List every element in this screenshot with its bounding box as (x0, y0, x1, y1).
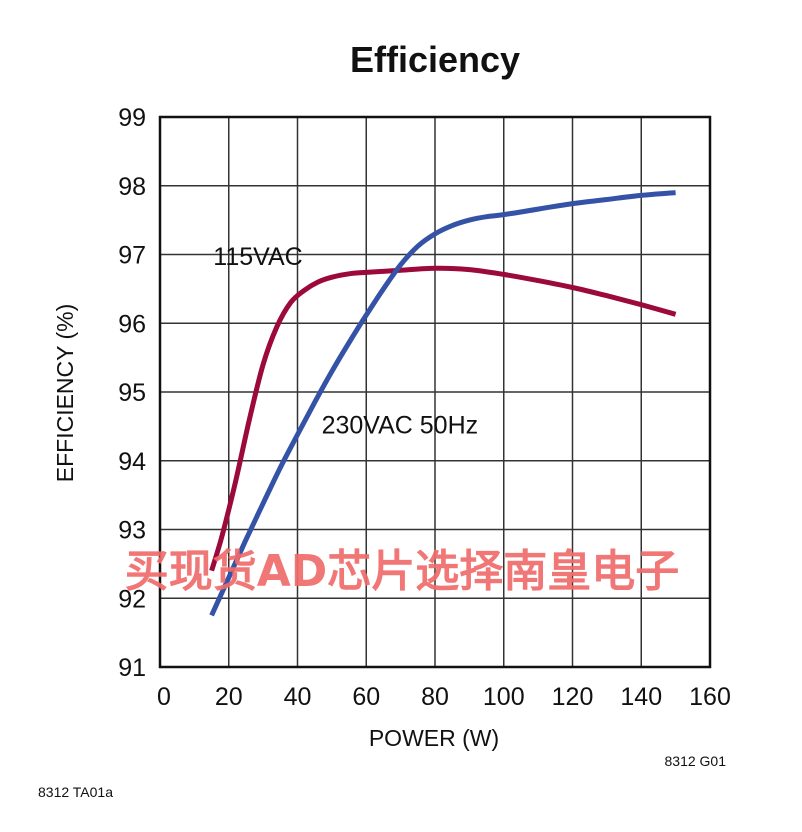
series-line-230vac (209, 190, 676, 617)
y-tick-label: 94 (118, 448, 146, 476)
y-tick-label: 92 (118, 585, 146, 613)
x-axis-label: POWER (W) (369, 725, 499, 751)
x-tick-label: 20 (215, 683, 243, 711)
document-code: 8312 TA01a (38, 784, 113, 800)
y-tick-label: 99 (118, 104, 146, 132)
y-tick-label: 93 (118, 517, 146, 545)
x-tick-labels: 0 20 40 60 80 100 120 140 160 (157, 683, 731, 711)
annotation-230vac: 230VAC 50Hz (322, 411, 479, 439)
figure-code: 8312 G01 (665, 753, 727, 769)
x-tick-label: 40 (284, 683, 312, 711)
y-tick-label: 95 (118, 379, 146, 407)
x-tick-label: 0 (157, 683, 171, 711)
y-tick-labels: 91 92 93 94 95 96 97 98 99 (118, 104, 146, 682)
y-axis-label: EFFICIENCY (%) (52, 304, 78, 482)
watermark-text: 买现货AD芯片选择南皇电子 (125, 546, 680, 597)
x-tick-label: 140 (620, 683, 662, 711)
y-tick-label: 96 (118, 310, 146, 338)
annotation-115vac: 115VAC (213, 243, 302, 271)
x-tick-label: 100 (483, 683, 525, 711)
x-tick-label: 120 (552, 683, 594, 711)
series-group (209, 190, 677, 617)
series-line-115vac (209, 265, 677, 572)
x-tick-label: 60 (352, 683, 380, 711)
x-tick-label: 80 (421, 683, 449, 711)
plot-frame (158, 115, 712, 669)
x-tick-label: 160 (689, 683, 731, 711)
y-tick-label: 98 (118, 173, 146, 201)
y-tick-label: 97 (118, 242, 146, 270)
y-tick-label: 91 (118, 654, 146, 682)
chart-title: Efficiency (350, 39, 520, 80)
